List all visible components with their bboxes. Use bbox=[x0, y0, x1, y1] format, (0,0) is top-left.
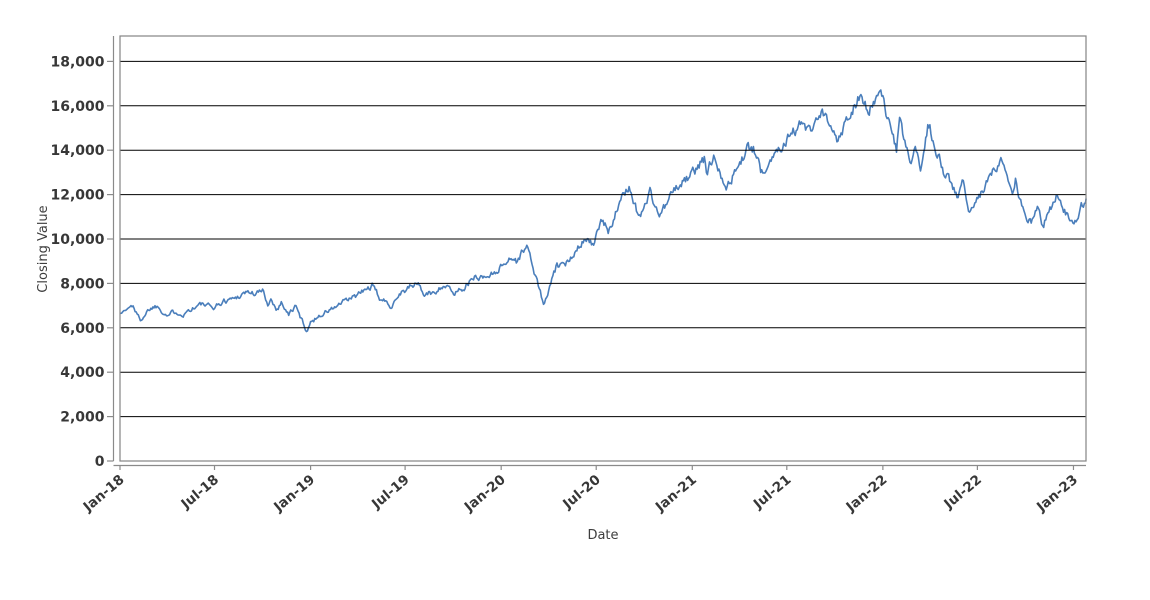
x-tick-label: Jul-22 bbox=[940, 472, 984, 513]
y-tick-label: 4,000 bbox=[60, 365, 105, 381]
x-tick-label: Jan-22 bbox=[843, 472, 891, 516]
y-tick-label: 2,000 bbox=[60, 410, 105, 426]
y-tick-label: 10,000 bbox=[50, 232, 104, 248]
x-tick-label: Jan-21 bbox=[652, 472, 700, 516]
y-tick-label: 6,000 bbox=[60, 321, 105, 337]
grid-layer bbox=[120, 60, 1086, 462]
y-tick-label: 14,000 bbox=[50, 143, 104, 159]
y-tick-label: 16,000 bbox=[50, 99, 104, 115]
x-tick-label: Jan-19 bbox=[270, 472, 318, 516]
x-tick-label: Jan-23 bbox=[1033, 472, 1081, 516]
x-tick-label: Jul-20 bbox=[559, 472, 603, 513]
x-tick-label: Jul-18 bbox=[178, 472, 222, 513]
closing-value-line bbox=[119, 89, 1087, 333]
x-tick-label: Jan-20 bbox=[461, 472, 509, 516]
y-tick-label: 8,000 bbox=[60, 276, 105, 292]
x-tick-label: Jul-21 bbox=[750, 472, 794, 513]
x-tick-label: Jul-19 bbox=[368, 472, 412, 513]
y-tick-label: 18,000 bbox=[50, 54, 104, 70]
x-tick-label: Jan-18 bbox=[80, 472, 128, 516]
y-axis-title: Closing Value bbox=[36, 205, 51, 292]
axes-layer: 0 2,000 4,000 6,000 8,000 10,000 12,000 14,000 1… bbox=[50, 35, 1087, 516]
y-tick-label: 12,000 bbox=[50, 188, 104, 204]
plot-border bbox=[119, 35, 1087, 462]
y-tick-label: 0 bbox=[95, 454, 105, 470]
x-axis-title: Date bbox=[587, 528, 618, 543]
series-layer bbox=[119, 89, 1087, 333]
